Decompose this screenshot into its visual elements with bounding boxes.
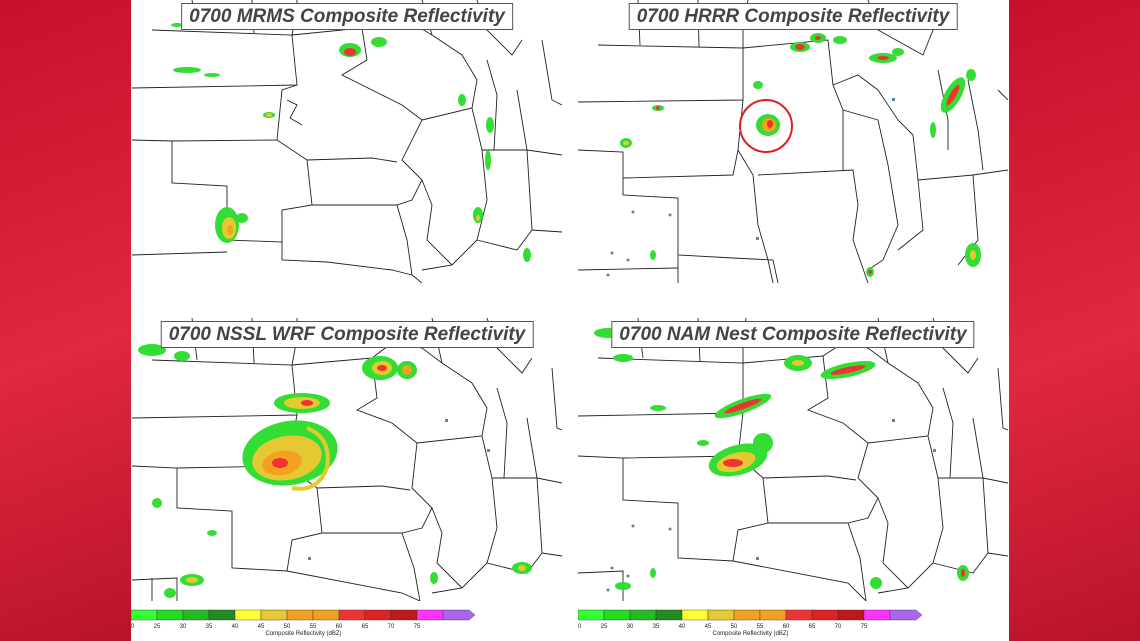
colorbar-left: 20 25 30 35 40 45 50 55 60 65 70 75 Composite Refle… <box>131 609 476 641</box>
colorbar-swatch <box>182 609 210 621</box>
panel-title-mrms: 0700 MRMS Composite Reflectivity <box>181 3 513 30</box>
colorbar-swatch <box>603 609 631 621</box>
colorbar-swatch <box>785 609 813 621</box>
map-nssl-wrf <box>132 318 562 601</box>
colorbar-swatch <box>578 609 605 621</box>
colorbar-swatch <box>312 609 340 621</box>
colorbar-swatch <box>681 609 709 621</box>
colorbar-tick-label: 35 <box>653 624 660 630</box>
colorbar-tick-label: 50 <box>284 624 291 630</box>
colorbar-swatch <box>416 609 444 621</box>
panel-title-nam-nest: 0700 NAM Nest Composite Reflectivity <box>611 321 975 348</box>
panel-nssl-wrf: 0700 NSSL WRF Composite Reflectivity <box>132 318 562 601</box>
colorbar-swatch <box>234 609 262 621</box>
colorbar-tick-label: 65 <box>809 624 816 630</box>
panel-nam-nest: 0700 NAM Nest Composite Reflectivity <box>578 318 1008 601</box>
colorbar-swatch <box>837 609 865 621</box>
colorbar-tick-label: 75 <box>861 624 868 630</box>
state-borders <box>578 0 1008 283</box>
radar-echoes <box>594 328 969 592</box>
colorbar-tick-label: 40 <box>679 624 686 630</box>
colorbar-tick-label: 60 <box>783 624 790 630</box>
colorbar-swatch <box>338 609 366 621</box>
colorbar-swatch <box>260 609 288 621</box>
model-comparison-sheet: 0700 MRMS Composite Reflectivity <box>131 0 1009 641</box>
colorbar-swatch <box>364 609 392 621</box>
radar-echoes <box>138 344 532 598</box>
colorbar-swatch <box>863 609 891 621</box>
colorbar-swatch <box>208 609 236 621</box>
colorbar-swatch <box>286 609 314 621</box>
colorbar-tick-label: 25 <box>601 624 608 630</box>
colorbar-tick-label: 70 <box>388 624 395 630</box>
colorbar-swatch <box>707 609 735 621</box>
radar-echoes <box>606 33 981 277</box>
colorbar-tick-label: 30 <box>180 624 187 630</box>
colorbar-tick-label: 65 <box>362 624 369 630</box>
colorbar-swatch <box>759 609 787 621</box>
background-right <box>1009 0 1140 641</box>
colorbar-label: Composite Reflectivity (dBZ) <box>712 631 789 637</box>
panel-hrrr: 0700 HRRR Composite Reflectivity <box>578 0 1008 283</box>
colorbar-tick-label: 20 <box>578 624 582 630</box>
colorbar-swatch <box>889 609 923 621</box>
background-left <box>0 0 131 641</box>
state-borders <box>132 0 562 283</box>
colorbar-swatch <box>733 609 761 621</box>
colorbar-swatch <box>629 609 657 621</box>
colorbar-swatches: 20 25 30 35 40 45 50 55 60 65 70 75 <box>578 609 923 630</box>
colorbar-tick-label: 50 <box>731 624 738 630</box>
radar-echoes <box>171 23 531 262</box>
colorbar-tick-label: 55 <box>757 624 764 630</box>
colorbar-swatch <box>442 609 476 621</box>
colorbar-tick-label: 45 <box>705 624 712 630</box>
colorbar-right: 20 25 30 35 40 45 50 55 60 65 70 75 Composite Refle… <box>578 609 923 641</box>
colorbar-tick-label: 55 <box>310 624 317 630</box>
colorbar-swatch <box>156 609 184 621</box>
map-nam-nest <box>578 318 1008 601</box>
colorbar-tick-label: 25 <box>154 624 161 630</box>
map-hrrr <box>578 0 1008 283</box>
colorbar-tick-label: 70 <box>835 624 842 630</box>
colorbar-tick-label: 40 <box>232 624 239 630</box>
colorbar-tick-label: 45 <box>258 624 265 630</box>
panel-mrms: 0700 MRMS Composite Reflectivity <box>132 0 562 283</box>
map-mrms <box>132 0 562 283</box>
colorbar-tick-label: 30 <box>627 624 634 630</box>
panel-title-hrrr: 0700 HRRR Composite Reflectivity <box>628 3 958 30</box>
panel-title-nssl-wrf: 0700 NSSL WRF Composite Reflectivity <box>160 321 534 348</box>
colorbar-tick-label: 20 <box>131 624 135 630</box>
state-borders <box>132 318 562 601</box>
colorbar-swatch <box>655 609 683 621</box>
colorbar-swatch <box>131 609 158 621</box>
colorbar-tick-label: 75 <box>414 624 421 630</box>
colorbar-label: Composite Reflectivity (dBZ) <box>265 631 342 637</box>
colorbar-swatch <box>811 609 839 621</box>
colorbar-tick-label: 60 <box>336 624 343 630</box>
colorbar-swatch <box>390 609 418 621</box>
highlight-circle <box>739 99 793 153</box>
colorbar-tick-label: 35 <box>206 624 213 630</box>
colorbar-swatches: 20 25 30 35 40 45 50 55 60 65 70 75 <box>131 609 476 630</box>
